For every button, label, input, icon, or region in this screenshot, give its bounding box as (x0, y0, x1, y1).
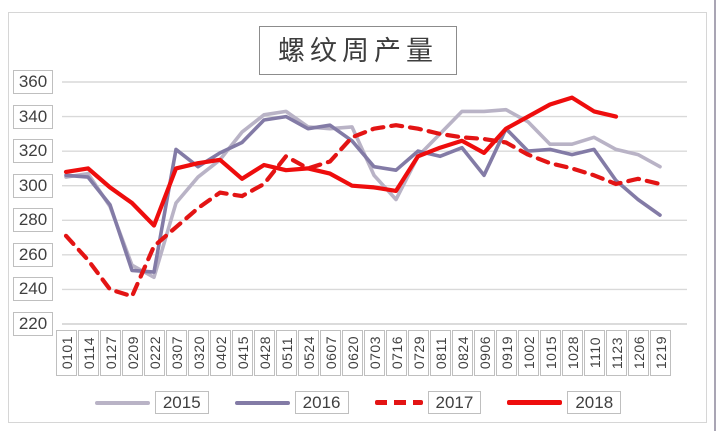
x-axis-label-1206: 1206 (628, 330, 649, 376)
x-axis-label-text: 0511 (278, 336, 295, 370)
legend-label-2016: 2016 (294, 391, 349, 414)
x-axis-label-text: 0402 (212, 336, 229, 370)
x-axis-label-1028: 1028 (562, 330, 583, 376)
x-axis-label-0620: 0620 (342, 330, 363, 376)
x-axis-label-text: 0101 (58, 336, 75, 370)
y-axis-label-300: 300 (13, 173, 53, 198)
x-axis-label-text: 0320 (190, 336, 207, 370)
x-axis-label-text: 1123 (608, 336, 625, 370)
x-axis-label-text: 0811 (432, 336, 449, 370)
y-axis-label-220: 220 (13, 312, 53, 336)
x-axis-label-text: 0114 (80, 336, 97, 370)
x-axis-label-text: 1206 (630, 336, 647, 370)
x-axis-label-1123: 1123 (606, 330, 627, 376)
x-axis-label-text: 0524 (300, 336, 317, 370)
x-axis-label-0811: 0811 (430, 330, 451, 376)
x-axis-label-0716: 0716 (386, 330, 407, 376)
legend: 2015 2016 2017 2018 (0, 391, 716, 414)
legend-item-2016: 2016 (234, 391, 349, 414)
x-axis-label-0101: 0101 (56, 330, 77, 376)
legend-item-2017: 2017 (374, 391, 482, 414)
legend-swatch-2015 (94, 400, 150, 405)
x-axis-label-text: 0415 (234, 336, 251, 370)
x-axis-label-text: 0716 (388, 336, 405, 370)
legend-swatch-2017 (374, 400, 423, 405)
x-axis-label-text: 1219 (652, 336, 669, 370)
x-axis-label-0703: 0703 (364, 330, 385, 376)
x-axis-label-1219: 1219 (650, 330, 671, 376)
legend-item-2015: 2015 (94, 391, 209, 414)
x-axis-label-0415: 0415 (232, 330, 253, 376)
series-line-2017 (63, 123, 663, 299)
x-axis-label-text: 0222 (146, 336, 163, 370)
y-axis-label-320: 320 (13, 139, 53, 164)
x-axis-label-text: 0209 (124, 336, 141, 370)
y-axis-label-240: 240 (13, 277, 53, 302)
y-axis-label-340: 340 (13, 104, 53, 129)
x-axis-label-0511: 0511 (276, 330, 297, 376)
x-axis-label-1002: 1002 (518, 330, 539, 376)
legend-swatch-2016 (234, 400, 290, 405)
chart-title: 螺纹周产量 (259, 26, 457, 75)
x-axis-label-0307: 0307 (166, 330, 187, 376)
x-axis-label-text: 1028 (564, 336, 581, 370)
x-axis-label-0114: 0114 (78, 330, 99, 376)
x-axis-label-text: 0906 (476, 336, 493, 370)
x-axis-label-text: 0127 (102, 336, 119, 370)
x-axis-label-text: 0620 (344, 336, 361, 370)
x-axis-label-text: 0307 (168, 336, 185, 370)
legend-label-2017: 2017 (427, 391, 482, 414)
x-axis-label-0919: 0919 (496, 330, 517, 376)
x-axis-label-text: 0703 (366, 336, 383, 370)
x-axis-label-text: 0824 (454, 336, 471, 370)
x-axis-label-1110: 1110 (584, 330, 605, 376)
x-axis-label-text: 0919 (498, 336, 515, 370)
x-axis-label-text: 1002 (520, 336, 537, 370)
series-line-2016 (64, 114, 662, 274)
legend-item-2018: 2018 (507, 391, 622, 414)
x-axis-label-text: 1015 (542, 336, 559, 370)
x-axis-label-text: 0607 (322, 336, 339, 370)
x-axis-label-1015: 1015 (540, 330, 561, 376)
x-axis-label-0127: 0127 (100, 330, 121, 376)
x-axis-label-0824: 0824 (452, 330, 473, 376)
x-axis-label-0320: 0320 (188, 330, 209, 376)
series-line-2018 (63, 95, 619, 228)
legend-swatch-2018 (507, 400, 563, 405)
x-axis-label-text: 1110 (586, 337, 603, 369)
legend-label-2018: 2018 (567, 391, 622, 414)
x-axis-label-0428: 0428 (254, 330, 275, 376)
x-axis-label-text: 0729 (410, 336, 427, 370)
y-axis-label-360: 360 (13, 70, 53, 94)
screenshot-right-edge (714, 0, 716, 431)
x-axis-label-0209: 0209 (122, 330, 143, 376)
y-axis-label-280: 280 (13, 208, 53, 233)
y-axis-label-260: 260 (13, 242, 53, 267)
x-axis-label-0402: 0402 (210, 330, 231, 376)
x-axis-label-0524: 0524 (298, 330, 319, 376)
x-axis-label-0906: 0906 (474, 330, 495, 376)
x-axis-label-0607: 0607 (320, 330, 341, 376)
x-axis-label-0729: 0729 (408, 330, 429, 376)
x-axis-label-text: 0428 (256, 336, 273, 370)
x-axis-label-0222: 0222 (144, 330, 165, 376)
legend-label-2015: 2015 (154, 391, 209, 414)
